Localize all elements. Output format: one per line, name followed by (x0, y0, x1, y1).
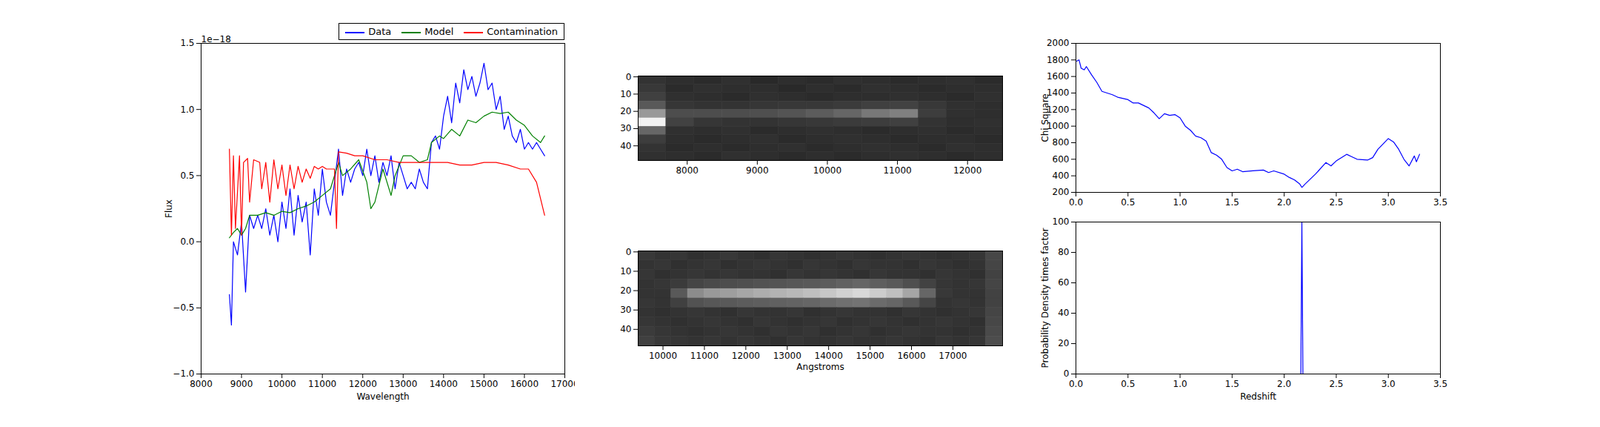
svg-text:1.5: 1.5 (1225, 197, 1240, 208)
svg-text:1000: 1000 (1046, 120, 1070, 132)
svg-text:9000: 9000 (745, 165, 769, 176)
svg-text:12000: 12000 (348, 378, 378, 389)
svg-text:100: 100 (1052, 216, 1070, 227)
svg-text:17000: 17000 (938, 350, 967, 361)
svg-text:14000: 14000 (429, 378, 458, 389)
svg-text:15000: 15000 (855, 350, 884, 361)
svg-text:−1.0: −1.0 (172, 368, 195, 379)
svg-text:20: 20 (620, 105, 632, 117)
svg-text:1.0: 1.0 (1173, 197, 1188, 208)
svg-text:0.5: 0.5 (180, 170, 195, 181)
svg-text:13000: 13000 (388, 378, 418, 389)
svg-text:Probability Density times fact: Probability Density times factor (1040, 227, 1051, 368)
svg-text:1400: 1400 (1046, 87, 1070, 98)
svg-text:15000: 15000 (469, 378, 498, 389)
svg-text:9000: 9000 (230, 378, 254, 389)
svg-text:11000: 11000 (690, 350, 719, 361)
svg-text:1.5: 1.5 (1225, 378, 1240, 389)
svg-text:200: 200 (1052, 186, 1070, 198)
svg-text:0: 0 (1063, 368, 1070, 379)
svg-text:10000: 10000 (648, 350, 678, 361)
svg-text:800: 800 (1052, 137, 1070, 148)
svg-text:60: 60 (1057, 277, 1069, 288)
svg-text:Angstroms: Angstroms (796, 361, 844, 372)
svg-text:20: 20 (1057, 337, 1069, 349)
svg-text:0.0: 0.0 (1068, 197, 1083, 208)
svg-text:0: 0 (625, 71, 632, 83)
svg-text:Flux: Flux (163, 199, 175, 218)
svg-text:11000: 11000 (308, 378, 337, 389)
svg-text:1.0: 1.0 (180, 104, 195, 115)
svg-text:0.5: 0.5 (1120, 378, 1135, 389)
svg-text:8000: 8000 (675, 165, 699, 176)
svg-text:0.0: 0.0 (1068, 378, 1083, 389)
svg-text:16000: 16000 (897, 350, 926, 361)
svg-text:30: 30 (620, 304, 632, 315)
svg-text:3.5: 3.5 (1433, 197, 1448, 208)
svg-text:Chi Square: Chi Square (1040, 93, 1051, 142)
svg-text:3.5: 3.5 (1433, 378, 1448, 389)
svg-text:10: 10 (620, 265, 632, 277)
svg-text:2000: 2000 (1046, 37, 1070, 49)
svg-text:3.0: 3.0 (1381, 378, 1396, 389)
svg-text:2.0: 2.0 (1277, 197, 1292, 208)
svg-text:10: 10 (620, 88, 632, 100)
svg-text:2.5: 2.5 (1328, 197, 1343, 208)
svg-text:0.5: 0.5 (1120, 197, 1135, 208)
svg-text:17000: 17000 (550, 378, 575, 389)
svg-text:80: 80 (1057, 246, 1069, 258)
svg-text:1600: 1600 (1046, 71, 1070, 82)
svg-text:3.0: 3.0 (1381, 197, 1396, 208)
svg-text:2.5: 2.5 (1328, 378, 1343, 389)
svg-text:12000: 12000 (953, 165, 982, 176)
svg-text:400: 400 (1052, 170, 1070, 181)
svg-text:10000: 10000 (813, 165, 842, 176)
html-text:Data: Data (368, 25, 392, 38)
svg-text:10000: 10000 (268, 378, 297, 389)
svg-text:−0.5: −0.5 (172, 302, 195, 313)
svg-text:30: 30 (620, 122, 632, 134)
html-text:Contamination: Contamination (486, 25, 558, 38)
svg-text:40: 40 (1057, 307, 1069, 318)
html-text:Model: Model (424, 25, 454, 38)
svg-text:20: 20 (620, 285, 632, 296)
svg-text:40: 40 (620, 140, 632, 152)
svg-text:13000: 13000 (773, 350, 802, 361)
svg-text:40: 40 (620, 323, 632, 335)
svg-text:12000: 12000 (731, 350, 760, 361)
svg-text:8000: 8000 (189, 378, 213, 389)
svg-text:1200: 1200 (1046, 104, 1070, 115)
svg-text:0: 0 (625, 246, 632, 258)
svg-text:Wavelength: Wavelength (356, 391, 409, 402)
svg-text:0.0: 0.0 (180, 236, 195, 247)
svg-text:1.0: 1.0 (1173, 378, 1188, 389)
svg-text:600: 600 (1052, 154, 1070, 165)
svg-text:Redshift: Redshift (1240, 391, 1277, 402)
svg-text:1.5: 1.5 (180, 37, 195, 49)
svg-text:16000: 16000 (510, 378, 539, 389)
svg-text:1e−18: 1e−18 (201, 34, 232, 45)
svg-text:2.0: 2.0 (1277, 378, 1292, 389)
svg-text:11000: 11000 (882, 165, 912, 176)
svg-text:1800: 1800 (1046, 54, 1070, 66)
svg-text:14000: 14000 (814, 350, 843, 361)
